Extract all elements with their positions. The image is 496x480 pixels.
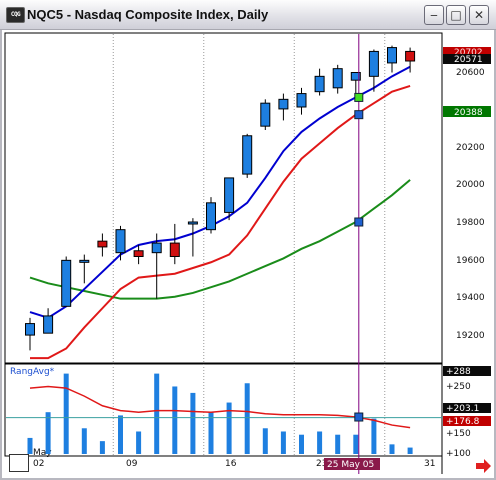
indicator-axis: +250 +150 +100 (446, 382, 471, 459)
time-axis: 02 09 16 23 31 May (33, 448, 435, 469)
indicator-panel[interactable] (4, 363, 443, 457)
candle-body (187, 221, 198, 225)
title-bar[interactable]: CQG NQC5 - Nasdaq Composite Index, Daily… (0, 0, 496, 30)
price-panel[interactable] (4, 32, 443, 364)
price-tick: 19400 (456, 293, 485, 303)
maximize-button[interactable]: □ (446, 5, 466, 25)
indicator-avg-label: +176.8 (446, 417, 480, 427)
chart-window[interactable]: 20600 20200 20000 19800 19600 19400 1920… (0, 30, 496, 480)
ma-fast-line (29, 65, 411, 319)
window-title: NQC5 - Nasdaq Composite Index, Daily (27, 7, 269, 22)
cursor-marker-mid (354, 110, 364, 120)
candle-body (79, 259, 90, 263)
cursor-date-box (324, 458, 380, 470)
indicator-tick: +150 (446, 429, 471, 439)
candle-body (133, 250, 144, 257)
price-tick: 19200 (456, 331, 485, 341)
indicator-avg-line (29, 385, 411, 429)
indicator-bar (136, 431, 142, 454)
indicator-tick: +250 (446, 382, 471, 392)
indicator-bar (280, 431, 286, 454)
price-tick: 20200 (456, 143, 485, 153)
time-tick: 09 (126, 459, 138, 469)
candle-body (332, 68, 343, 89)
status-box[interactable] (9, 454, 29, 472)
cursor-marker-fast (354, 92, 364, 102)
candle-body (151, 242, 162, 254)
close-button[interactable]: ✕ (469, 5, 489, 25)
indicator-value-box (443, 403, 491, 413)
indicator-value-label: +203.1 (446, 404, 479, 414)
time-tick: 02 (33, 459, 44, 469)
indicator-bar (81, 428, 87, 454)
indicator-bar (154, 373, 160, 454)
candle-body (206, 202, 216, 231)
candle-body (25, 323, 35, 336)
candle-body (97, 240, 108, 248)
candle-body (224, 177, 235, 213)
price-tick: 20000 (456, 180, 485, 190)
candle-body (61, 259, 72, 307)
candle-body (115, 229, 126, 254)
indicator-name: RangAvg* (10, 367, 55, 377)
cursor-marker-indicator (354, 412, 364, 422)
time-tick: 31 (424, 459, 435, 469)
candle-body (387, 47, 397, 64)
candle-body (350, 72, 361, 81)
price-tick: 19600 (456, 256, 485, 266)
candle-body (242, 135, 253, 175)
candle-body (169, 242, 180, 257)
candle-body (405, 50, 416, 62)
indicator-bar (172, 386, 178, 454)
indicator-bar (208, 412, 214, 454)
indicator-bar (99, 441, 105, 454)
indicator-bar (45, 412, 51, 454)
cursor-price-label: 20388 (454, 108, 483, 118)
month-label: May (33, 448, 52, 458)
price-chart[interactable]: 20600 20200 20000 19800 19600 19400 1920… (2, 30, 496, 478)
price-axis: 20600 20200 20000 19800 19600 19400 1920… (456, 68, 485, 341)
ma-mid-line (30, 84, 411, 360)
candle-body (296, 93, 307, 108)
indicator-bar (335, 434, 341, 454)
indicator-bar (407, 447, 413, 454)
last-price-label: 20702 (454, 48, 483, 58)
candle-body (278, 98, 289, 110)
indicator-bar (244, 383, 250, 454)
price-tick: 19800 (456, 218, 485, 228)
price-tick: 20600 (456, 68, 485, 78)
indicator-bar (27, 437, 33, 454)
app-icon[interactable]: CQG (6, 7, 25, 23)
candle-body (368, 50, 379, 77)
indicator-bar (262, 428, 268, 454)
time-tick: 16 (225, 459, 237, 469)
ma-slow-line (29, 179, 411, 300)
candle-body (260, 102, 271, 127)
indicator-tick: +100 (446, 449, 471, 459)
indicator-bar (353, 434, 359, 454)
indicator-avg-box (443, 416, 491, 426)
indicator-top-label: +288 (446, 367, 471, 377)
last-price-box (443, 47, 491, 57)
indicator-bar (389, 444, 395, 454)
current-price-label: 20571 (454, 55, 483, 65)
candle-body (43, 315, 54, 334)
minimize-button[interactable]: ‒ (424, 5, 444, 25)
candle-body (314, 75, 325, 93)
cursor-date-label: 25 May 05 (327, 460, 374, 470)
indicator-bar (118, 415, 123, 454)
current-price-box (443, 54, 491, 64)
indicator-bar (299, 434, 304, 454)
indicator-bar (371, 418, 377, 454)
scroll-right-arrow-icon[interactable] (474, 458, 492, 474)
indicator-bar (63, 373, 69, 454)
indicator-bar (226, 402, 232, 454)
cursor-price-box (443, 106, 491, 117)
indicator-bar (317, 431, 323, 454)
cursor-marker-slow (354, 217, 364, 227)
time-tick: 23 (316, 459, 327, 469)
indicator-top-box (443, 366, 491, 376)
indicator-bar (190, 392, 196, 454)
